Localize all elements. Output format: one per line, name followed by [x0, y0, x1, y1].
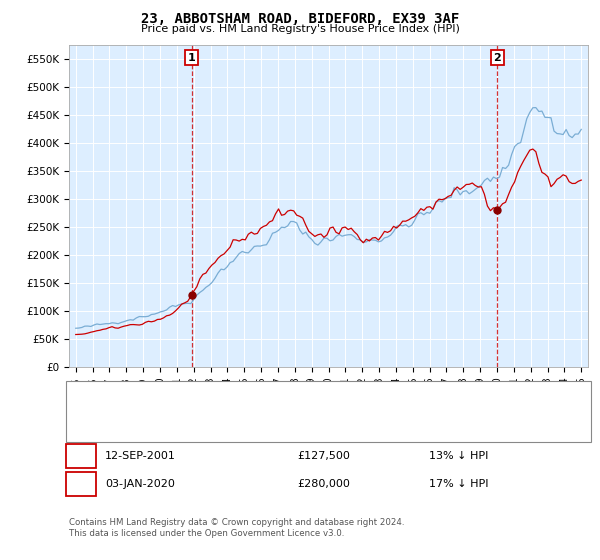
Text: 12-SEP-2001: 12-SEP-2001: [105, 451, 176, 461]
Text: 1: 1: [77, 451, 85, 461]
Text: —————: —————: [68, 422, 116, 432]
Text: Contains HM Land Registry data © Crown copyright and database right 2024.
This d: Contains HM Land Registry data © Crown c…: [69, 518, 404, 538]
Text: —————: —————: [68, 394, 116, 404]
Text: 17% ↓ HPI: 17% ↓ HPI: [429, 479, 488, 489]
Text: £127,500: £127,500: [297, 451, 350, 461]
Text: £280,000: £280,000: [297, 479, 350, 489]
Text: 23, ABBOTSHAM ROAD, BIDEFORD, EX39 3AF (detached house): 23, ABBOTSHAM ROAD, BIDEFORD, EX39 3AF (…: [114, 394, 432, 404]
Text: Price paid vs. HM Land Registry's House Price Index (HPI): Price paid vs. HM Land Registry's House …: [140, 24, 460, 34]
Text: 1: 1: [188, 53, 196, 63]
Text: 2: 2: [493, 53, 501, 63]
Text: HPI: Average price, detached house, Torridge: HPI: Average price, detached house, Torr…: [114, 422, 338, 432]
Text: 13% ↓ HPI: 13% ↓ HPI: [429, 451, 488, 461]
Text: 23, ABBOTSHAM ROAD, BIDEFORD, EX39 3AF: 23, ABBOTSHAM ROAD, BIDEFORD, EX39 3AF: [141, 12, 459, 26]
Text: 03-JAN-2020: 03-JAN-2020: [105, 479, 175, 489]
Text: 2: 2: [77, 479, 85, 489]
